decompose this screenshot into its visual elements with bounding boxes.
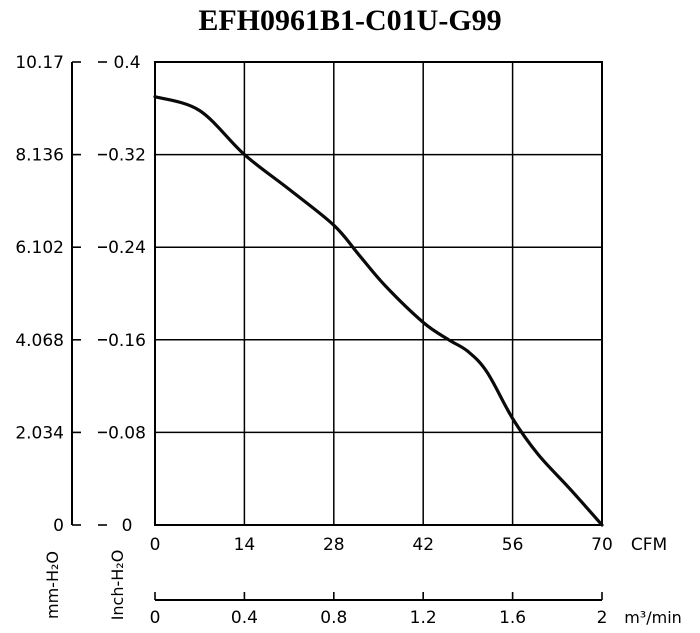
inch-tick-label: 0.4	[113, 53, 140, 73]
m3min-tick-label: 1.2	[410, 608, 437, 628]
cfm-tick-label: 56	[502, 535, 524, 555]
m3min-axis-label: m³/min	[624, 608, 682, 627]
mm-tick-label: 8.136	[15, 146, 64, 166]
m3min-tick-label: 2	[597, 608, 608, 628]
mm-tick-label: 2.034	[15, 423, 64, 443]
m3min-tick-label: 0.4	[231, 608, 258, 628]
mm-tick-label: 4.068	[15, 331, 64, 351]
inch-tick-label: 0.16	[108, 331, 146, 351]
y-axis-title-inch: Inch-H₂O	[108, 550, 127, 621]
cfm-tick-label: 0	[150, 535, 161, 555]
cfm-tick-label: 14	[234, 535, 256, 555]
inch-tick-label: 0.08	[108, 423, 146, 443]
cfm-axis-label: CFM	[631, 535, 667, 555]
cfm-tick-label: 28	[323, 535, 345, 555]
m3min-tick-label: 0	[150, 608, 161, 628]
plot-border	[154, 61, 603, 526]
m3min-tick-label: 0.8	[320, 608, 347, 628]
y-axis-title-mm: mm-H₂O	[43, 551, 62, 619]
mm-tick-label: 6.102	[15, 238, 64, 258]
cfm-tick-label: 42	[412, 535, 434, 555]
m3min-tick-label: 1.6	[499, 608, 526, 628]
inch-tick-label: 0.24	[108, 238, 146, 258]
static-pressure-curve	[153, 95, 604, 527]
mm-tick-label: 0	[53, 516, 64, 536]
mm-tick-label: 10.17	[15, 53, 64, 73]
inch-tick-label: 0	[122, 516, 133, 536]
chart-title: EFH0961B1-C01U-G99	[198, 4, 502, 37]
cfm-tick-label: 70	[591, 535, 613, 555]
inch-tick-label: 0.32	[108, 146, 146, 166]
